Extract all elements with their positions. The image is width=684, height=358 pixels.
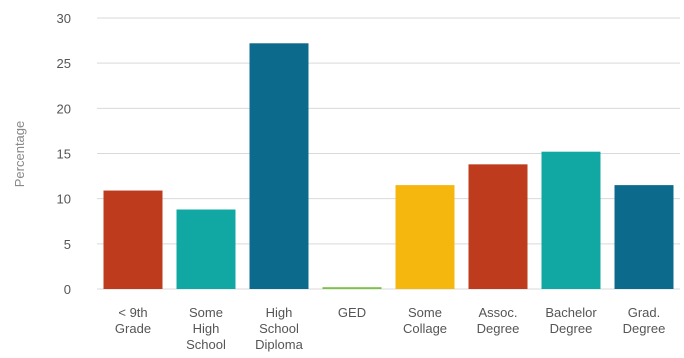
y-axis-title: Percentage — [12, 121, 27, 188]
x-category-label-line: Assoc. — [478, 305, 517, 320]
y-tick-label: 25 — [57, 56, 71, 71]
x-category-label-line: High — [266, 305, 293, 320]
bar-7 — [614, 185, 674, 289]
bar-4 — [395, 185, 455, 289]
bar-0 — [103, 190, 163, 289]
x-category-label-line: School — [259, 321, 299, 336]
y-axis-ticks: 0 5 10 15 20 25 30 — [57, 11, 71, 297]
bars — [103, 43, 674, 289]
x-category-label-line: School — [186, 337, 226, 352]
x-category-label-line: Grad. — [628, 305, 661, 320]
x-category-label-line: Degree — [550, 321, 593, 336]
x-category-label: Assoc. Degree — [477, 305, 520, 336]
x-category-label: Bachelor Degree — [545, 305, 597, 336]
y-tick-label: 20 — [57, 101, 71, 116]
x-category-label: Some High School — [186, 305, 226, 352]
bar-3 — [322, 287, 382, 289]
x-category-label-line: GED — [338, 305, 366, 320]
x-category-label-line: Bachelor — [545, 305, 597, 320]
x-category-label-line: Diploma — [255, 337, 303, 352]
x-category-label-line: Degree — [477, 321, 520, 336]
bar-1 — [176, 209, 236, 289]
bar-2 — [249, 43, 309, 289]
y-tick-label: 30 — [57, 11, 71, 26]
x-category-label-line: Degree — [623, 321, 666, 336]
x-category-label-line: < 9th — [118, 305, 147, 320]
x-category-label-line: Some — [408, 305, 442, 320]
x-category-label: < 9th Grade — [115, 305, 151, 336]
y-tick-label: 15 — [57, 147, 71, 162]
x-category-label-line: Grade — [115, 321, 151, 336]
x-category-label-line: Some — [189, 305, 223, 320]
bar-5 — [468, 164, 528, 289]
x-category-label: Some Collage — [403, 305, 447, 336]
y-tick-label: 0 — [64, 282, 71, 297]
y-tick-label: 5 — [64, 237, 71, 252]
bar-6 — [541, 151, 601, 289]
x-category-label: Grad. Degree — [623, 305, 666, 336]
y-tick-label: 10 — [57, 192, 71, 207]
x-category-label-line: Collage — [403, 321, 447, 336]
x-category-label: High School Diploma — [255, 305, 303, 352]
x-category-label: GED — [338, 305, 366, 320]
x-category-label-line: High — [193, 321, 220, 336]
